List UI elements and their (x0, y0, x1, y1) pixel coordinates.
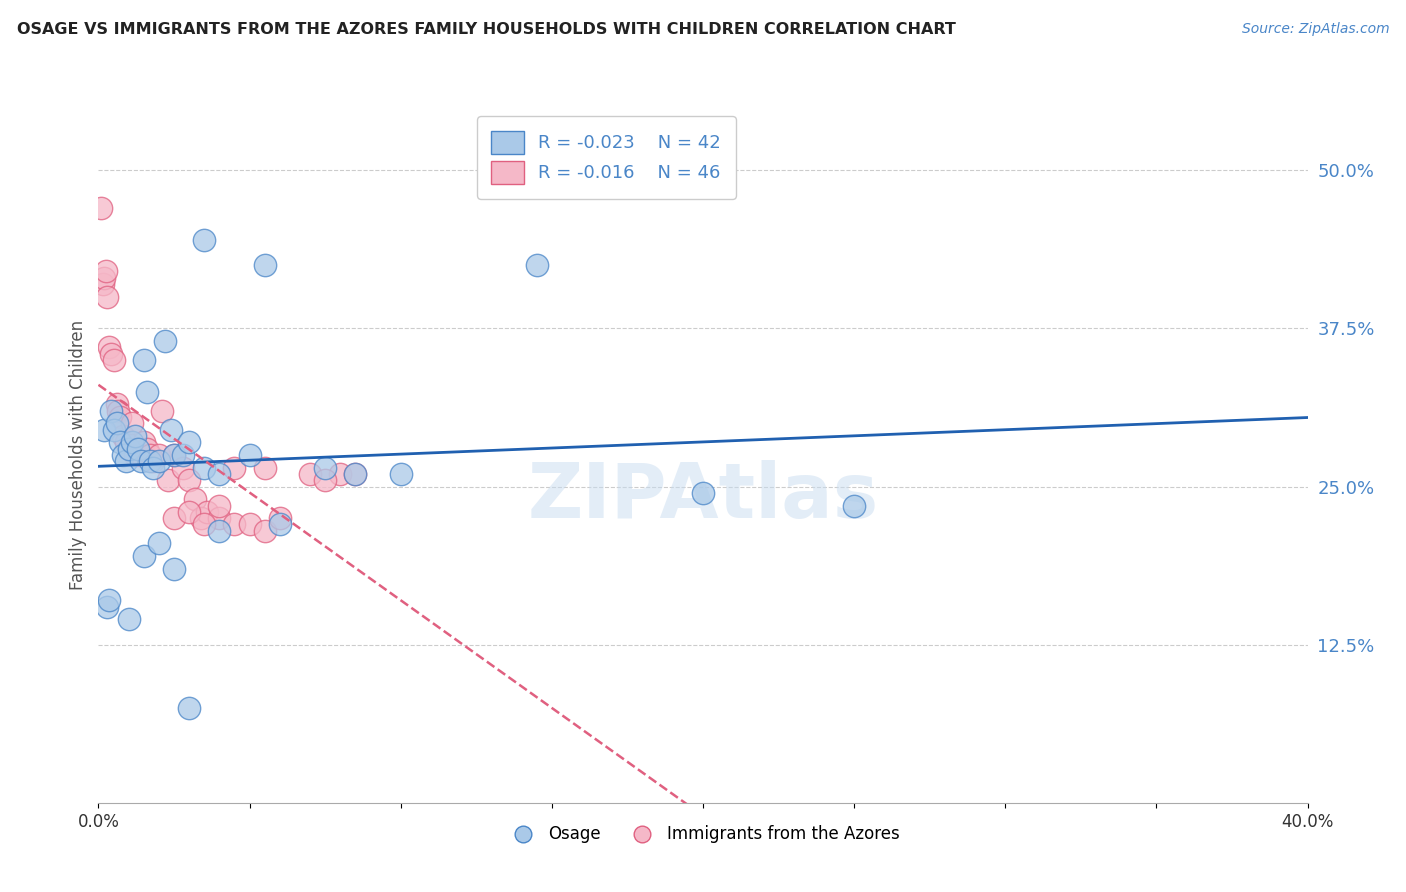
Point (105, 417, 128, 431)
Point (139, 454, 162, 468)
Point (208, 467, 231, 481)
Point (344, 467, 367, 481)
Point (118, 612, 141, 626)
Point (139, 448, 162, 462)
Point (172, 448, 194, 462)
Point (124, 429, 146, 443)
Point (129, 448, 152, 462)
Point (127, 442, 149, 456)
Point (179, 473, 201, 487)
Point (148, 448, 170, 462)
Point (389, 467, 412, 481)
Point (193, 460, 215, 475)
Point (153, 334, 176, 348)
Point (114, 435, 136, 450)
Point (142, 454, 165, 468)
Point (844, 499, 866, 513)
Point (132, 353, 155, 368)
Point (208, 511, 231, 525)
Text: Source: ZipAtlas.com: Source: ZipAtlas.com (1241, 22, 1389, 37)
Point (172, 460, 194, 475)
Point (100, 347, 122, 361)
Point (107, 403, 129, 417)
Point (111, 448, 134, 462)
Point (91, 277, 114, 292)
Point (224, 460, 246, 475)
Point (132, 549, 155, 563)
Point (208, 499, 231, 513)
Point (114, 454, 136, 468)
Point (344, 467, 367, 481)
Point (208, 524, 231, 538)
Point (193, 233, 215, 247)
Point (124, 448, 146, 462)
Point (253, 460, 276, 475)
Point (108, 409, 131, 424)
Point (299, 467, 322, 481)
Point (121, 435, 143, 450)
Point (179, 505, 201, 519)
Point (163, 448, 186, 462)
Point (160, 423, 183, 437)
Point (118, 442, 141, 456)
Point (127, 442, 149, 456)
Point (121, 417, 143, 431)
Point (224, 517, 246, 532)
Point (692, 486, 714, 500)
Point (118, 442, 141, 456)
Point (163, 511, 186, 525)
Point (239, 517, 262, 532)
Point (100, 403, 122, 417)
Point (156, 473, 179, 487)
Point (129, 454, 152, 468)
Text: OSAGE VS IMMIGRANTS FROM THE AZORES FAMILY HOUSEHOLDS WITH CHILDREN CORRELATION : OSAGE VS IMMIGRANTS FROM THE AZORES FAMI… (17, 22, 956, 37)
Point (93, 423, 115, 437)
Point (96, 599, 118, 614)
Point (94, 264, 117, 278)
Point (105, 397, 128, 411)
Point (329, 467, 352, 481)
Point (184, 492, 207, 507)
Text: ZIPAtlas: ZIPAtlas (527, 459, 879, 533)
Point (239, 448, 262, 462)
Point (163, 448, 186, 462)
Point (314, 473, 336, 487)
Point (190, 511, 212, 525)
Point (96, 290, 118, 304)
Point (111, 429, 134, 443)
Point (526, 258, 548, 272)
Point (314, 460, 336, 475)
Point (148, 454, 170, 468)
Point (103, 353, 125, 368)
Point (195, 505, 218, 519)
Point (193, 517, 215, 532)
Point (132, 435, 155, 450)
Point (150, 403, 173, 417)
Point (93, 270, 115, 285)
Point (103, 423, 125, 437)
Point (269, 517, 291, 532)
Point (98, 593, 121, 607)
Legend: Osage, Immigrants from the Azores: Osage, Immigrants from the Azores (499, 819, 907, 850)
Point (142, 460, 165, 475)
Point (163, 562, 186, 576)
Point (269, 511, 291, 525)
Point (253, 258, 276, 272)
Point (98, 340, 121, 354)
Y-axis label: Family Households with Children: Family Households with Children (69, 320, 87, 590)
Point (108, 435, 131, 450)
Point (179, 435, 201, 450)
Point (253, 524, 276, 538)
Point (148, 536, 170, 550)
Point (179, 701, 201, 715)
Point (90, 201, 112, 215)
Point (135, 384, 157, 399)
Point (135, 442, 157, 456)
